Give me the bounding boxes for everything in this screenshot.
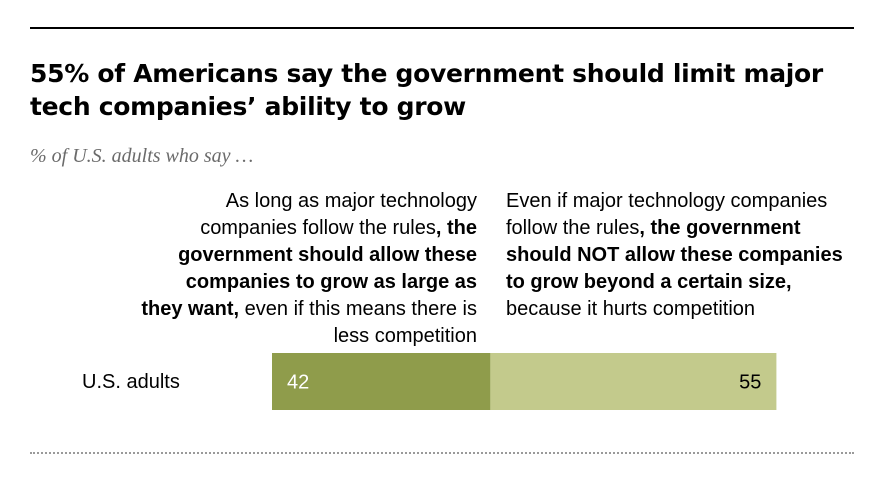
left-header-text-2: even if this means there is less competi… (239, 298, 477, 347)
right-header-bold: , the government should NOT allow these … (506, 217, 843, 293)
left-header-text-1: As long as major technology companies fo… (200, 190, 477, 239)
bar-segment-2 (490, 353, 777, 410)
bar-value-label-2: 55 (739, 372, 761, 394)
right-header-text-1: Even if major technology companies follo… (506, 190, 828, 239)
left-header-bold: , the government should allow these comp… (141, 217, 477, 320)
left-column-header: As long as major technology companies fo… (140, 188, 477, 350)
category-label: U.S. adults (82, 371, 180, 393)
right-header-text-2: because it hurts competition (506, 298, 756, 320)
chart-subtitle: % of U.S. adults who say … (30, 145, 254, 167)
chart-title: 55% of Americans say the government shou… (30, 59, 823, 121)
bottom-rule (30, 452, 854, 454)
top-rule (30, 27, 854, 29)
bar-segment-1 (272, 353, 491, 410)
bar-value-label-1: 42 (287, 372, 309, 394)
right-column-header: Even if major technology companies follo… (506, 188, 846, 323)
